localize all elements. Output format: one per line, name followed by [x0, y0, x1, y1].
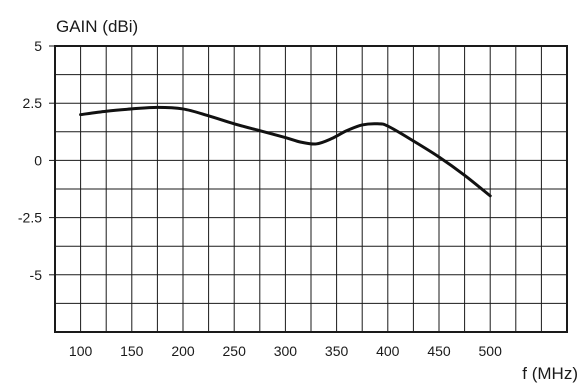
series-layer [79, 105, 492, 198]
y-tick-label: 2.5 [23, 95, 43, 111]
x-tick-label: 500 [479, 343, 503, 359]
x-tick-label: 250 [223, 343, 247, 359]
y-tick-label: 0 [34, 152, 42, 168]
gain-series-line [79, 105, 492, 198]
plot-frame [54, 45, 568, 333]
y-tick-labels: 5 2.5 0 -2.5 -5 [18, 38, 55, 283]
x-tick-label: 300 [274, 343, 298, 359]
y-tick-label: -2.5 [18, 210, 42, 226]
y-tick-label: 5 [34, 38, 42, 54]
x-tick-label: 350 [325, 343, 349, 359]
x-tick-label: 450 [427, 343, 451, 359]
x-tick-labels: 100 150 200 250 300 350 400 450 500 [69, 343, 502, 359]
x-tick-label: 100 [69, 343, 93, 359]
x-tick-label: 200 [171, 343, 195, 359]
x-tick-label: 150 [120, 343, 144, 359]
x-tick-label: 400 [376, 343, 400, 359]
grid-lines [55, 46, 567, 332]
x-axis-label: f (MHz) [522, 364, 578, 383]
y-tick-label: -5 [30, 267, 43, 283]
y-axis-label: GAIN (dBi) [56, 17, 138, 36]
